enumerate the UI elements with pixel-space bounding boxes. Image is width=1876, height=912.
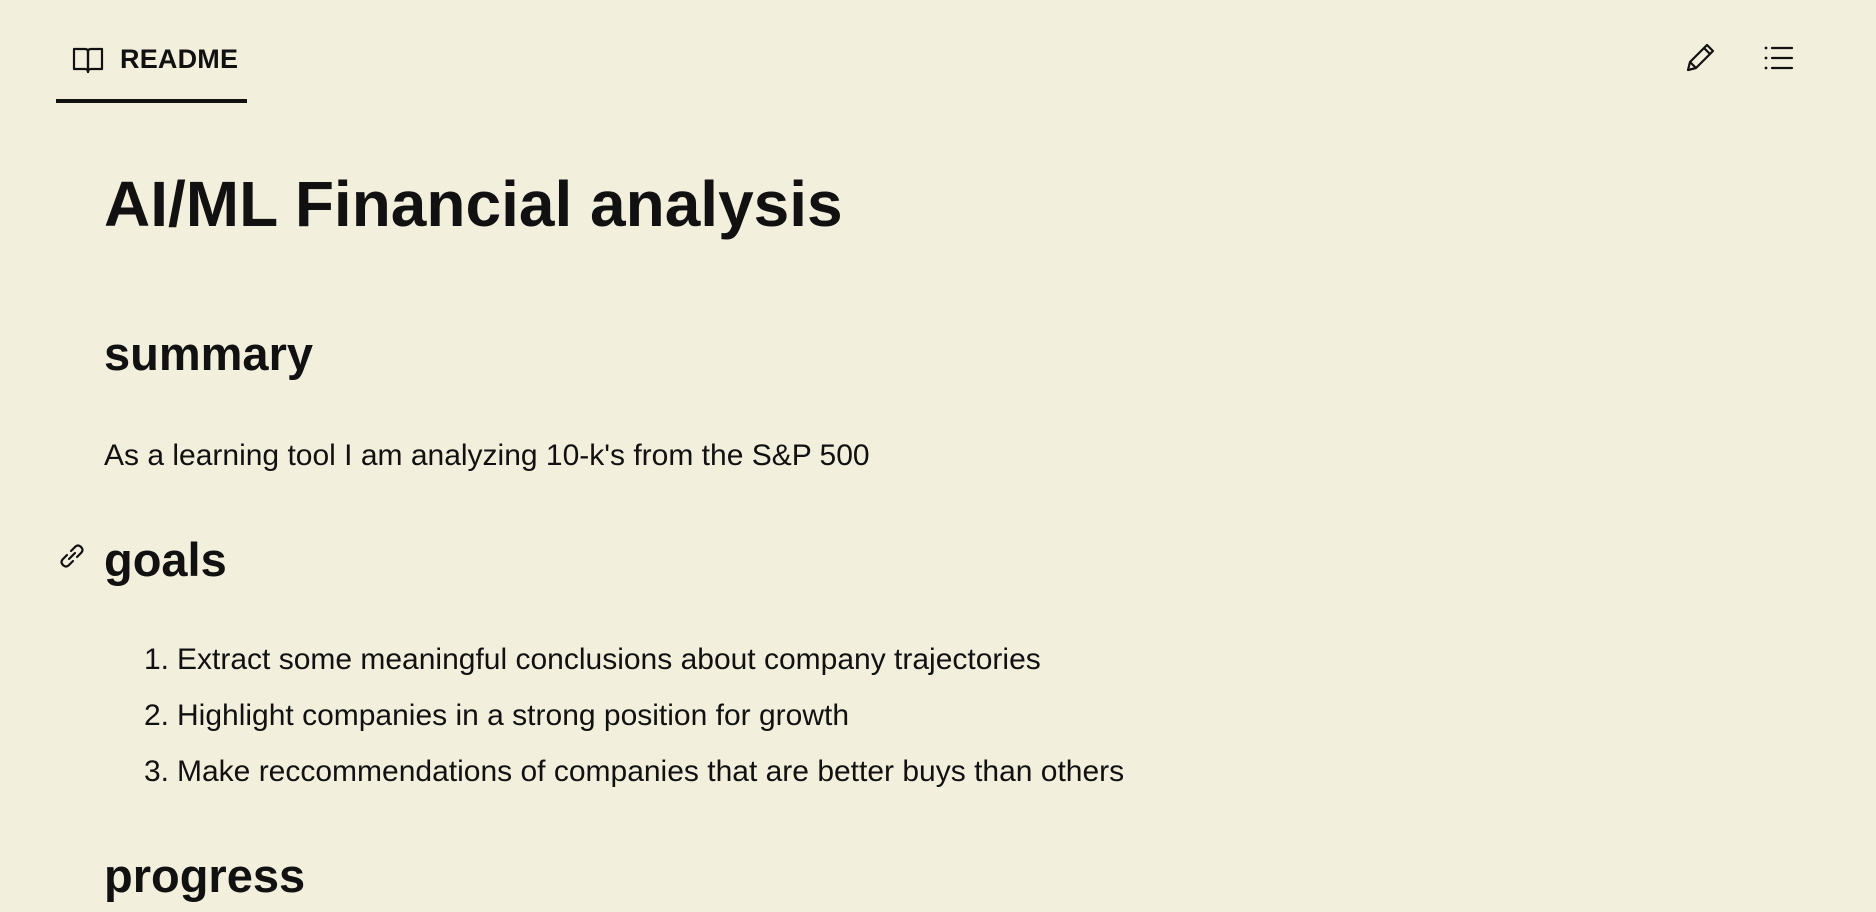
heading-goals: goals: [104, 533, 227, 586]
list-item-text: Extract some meaningful conclusions abou…: [177, 643, 1041, 676]
edit-button[interactable]: [1680, 38, 1720, 78]
page-title: AI/ML Financial analysis: [104, 168, 843, 240]
list-icon: [1758, 46, 1798, 82]
book-icon: [71, 42, 105, 76]
list-item: 1. Extract some meaningful conclusions a…: [104, 640, 1124, 696]
heading-progress: progress: [104, 849, 306, 902]
list-item-number: 3.: [143, 755, 169, 788]
pencil-icon: [1680, 43, 1720, 82]
tab-readme[interactable]: README: [56, 36, 247, 106]
list-item-text: Highlight companies in a strong position…: [177, 699, 850, 732]
list-item-number: 2.: [143, 699, 169, 732]
goals-anchor-link-icon[interactable]: [56, 540, 88, 572]
table-of-contents-button[interactable]: [1758, 38, 1798, 78]
tab-label: README: [120, 44, 239, 74]
heading-summary: summary: [104, 327, 313, 380]
list-item: 3. Make reccommendations of companies th…: [104, 752, 1124, 808]
list-item-text: Make reccommendations of companies that …: [177, 755, 1125, 788]
readme-tabbar: README: [0, 0, 1876, 110]
list-item-number: 1.: [143, 643, 169, 676]
list-item: 2. Highlight companies in a strong posit…: [104, 696, 1124, 752]
summary-paragraph: As a learning tool I am analyzing 10-k's…: [104, 439, 870, 472]
tab-active-indicator: [56, 99, 247, 103]
goals-list: 1. Extract some meaningful conclusions a…: [104, 640, 1124, 808]
